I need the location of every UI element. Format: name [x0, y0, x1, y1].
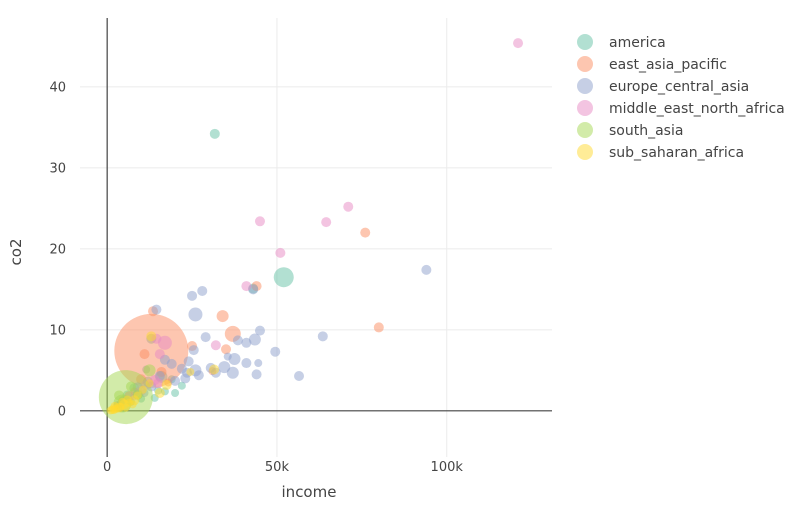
data-point: [128, 400, 137, 409]
data-point: [151, 304, 162, 315]
data-point: [251, 369, 262, 380]
data-point: [248, 333, 261, 346]
legend-label: middle_east_north_africa: [609, 101, 785, 117]
legend-marker: [577, 122, 593, 138]
data-point: [210, 340, 221, 351]
data-point: [133, 391, 142, 400]
legend-marker: [577, 78, 593, 94]
data-point: [223, 352, 232, 361]
legend-item-sub_saharan_africa[interactable]: sub_saharan_africa: [577, 144, 744, 161]
data-point: [218, 361, 231, 374]
x-tick-label: 50k: [265, 460, 290, 475]
data-point: [317, 331, 328, 342]
data-point: [157, 335, 172, 350]
data-point: [125, 381, 136, 392]
data-point: [321, 217, 332, 228]
data-point: [254, 359, 263, 368]
data-point: [161, 379, 172, 390]
y-tick-label: 0: [58, 404, 66, 419]
y-tick-label: 40: [49, 80, 66, 95]
data-point: [177, 381, 186, 390]
data-point: [254, 325, 265, 336]
series-sub_saharan_africa: [106, 331, 220, 415]
legend-item-america[interactable]: america: [577, 34, 666, 51]
data-point: [171, 389, 180, 398]
data-points: [98, 38, 524, 425]
legend-label: america: [609, 35, 666, 51]
legend-label: east_asia_pacific: [609, 57, 727, 73]
legend-marker: [577, 56, 593, 72]
data-point: [200, 332, 211, 343]
data-point: [188, 345, 199, 356]
data-point: [176, 363, 187, 374]
legend-label: europe_central_asia: [609, 79, 749, 95]
data-point: [121, 403, 130, 412]
data-point: [216, 310, 229, 323]
data-point: [114, 313, 189, 388]
legend-item-south_asia[interactable]: south_asia: [577, 122, 683, 139]
data-point: [186, 367, 195, 376]
data-point: [254, 216, 265, 227]
data-point: [145, 379, 154, 388]
data-point: [241, 337, 252, 348]
y-tick-label: 20: [49, 242, 66, 257]
data-point: [209, 364, 220, 375]
data-point: [197, 285, 208, 296]
data-point: [138, 385, 147, 394]
legend-label: south_asia: [609, 123, 683, 139]
legend-item-europe_central_asia[interactable]: europe_central_asia: [577, 78, 749, 95]
legend: america east_asia_pacific europe_central_a…: [577, 34, 785, 161]
legend-marker: [577, 144, 593, 160]
data-point: [209, 128, 220, 139]
data-point: [373, 322, 384, 333]
x-axis-ticks: 0 50k 100k: [103, 460, 463, 475]
data-point: [170, 375, 181, 386]
x-tick-label: 0: [103, 460, 111, 475]
data-point: [188, 307, 203, 322]
legend-marker: [577, 34, 593, 50]
data-point: [180, 373, 191, 384]
data-point: [513, 38, 524, 49]
x-axis-title: income: [282, 483, 337, 501]
x-tick-label: 100k: [431, 460, 464, 475]
data-point: [139, 349, 150, 360]
data-point: [187, 290, 198, 301]
legend-label: sub_saharan_africa: [609, 145, 744, 161]
data-point: [193, 370, 204, 381]
legend-item-east_asia_pacific[interactable]: east_asia_pacific: [577, 56, 727, 73]
data-point: [183, 356, 194, 367]
data-point: [360, 227, 371, 238]
data-point: [226, 366, 239, 379]
data-point: [294, 371, 305, 382]
data-point: [109, 404, 118, 413]
data-point: [154, 388, 165, 399]
data-point: [241, 281, 252, 292]
y-tick-label: 30: [49, 161, 66, 176]
data-point: [221, 344, 232, 355]
data-point: [273, 267, 294, 288]
legend-item-middle_east_north_africa[interactable]: middle_east_north_africa: [577, 100, 785, 117]
data-point: [146, 331, 157, 342]
legend-marker: [577, 100, 593, 116]
data-point: [153, 378, 164, 389]
data-point: [241, 358, 252, 369]
data-point: [143, 364, 156, 377]
y-axis-ticks: 0 10 20 30 40: [49, 80, 66, 419]
data-point: [343, 201, 354, 212]
data-point: [270, 346, 281, 357]
data-point: [154, 349, 165, 360]
data-point: [275, 247, 286, 258]
data-point: [114, 390, 125, 401]
y-axis-title: co2: [7, 239, 25, 266]
data-point: [421, 264, 432, 275]
y-tick-label: 10: [49, 323, 66, 338]
data-point: [232, 335, 243, 346]
